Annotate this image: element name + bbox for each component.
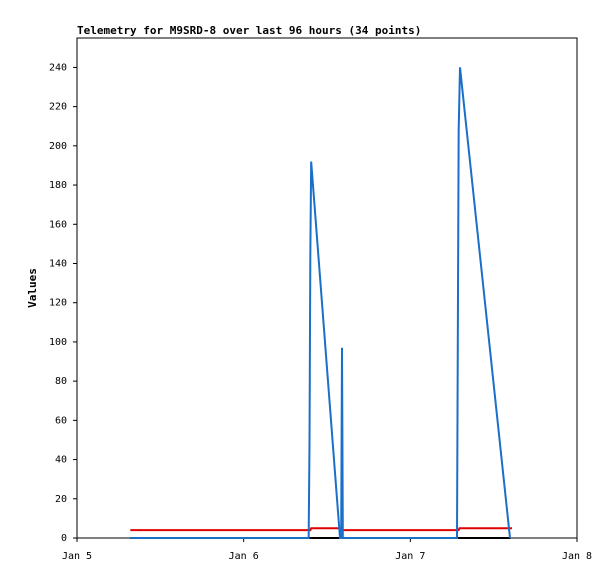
chart-title: Telemetry for M9SRD-8 over last 96 hours… [77, 24, 421, 37]
y-tick-label: 60 [55, 415, 67, 426]
y-tick-label: 140 [49, 258, 67, 269]
y-tick-label: 180 [49, 180, 67, 191]
y-tick-label: 0 [61, 533, 67, 544]
y-tick-label: 100 [49, 337, 67, 348]
y-tick-label: 40 [55, 455, 67, 466]
y-tick-label: 20 [55, 494, 67, 505]
x-tick-label: Jan 7 [395, 551, 425, 562]
y-axis-label: Values [26, 268, 39, 308]
x-tick-label: Jan 6 [229, 551, 259, 562]
y-tick-label: 200 [49, 141, 67, 152]
y-tick-label: 220 [49, 102, 67, 113]
y-tick-label: 240 [49, 62, 67, 73]
data-line [130, 67, 511, 539]
y-tick-label: 120 [49, 298, 67, 309]
y-tick-label: 80 [55, 376, 67, 387]
y-tick-label: 160 [49, 219, 67, 230]
x-tick-label: Jan 8 [562, 551, 592, 562]
x-tick-label: Jan 5 [62, 551, 92, 562]
